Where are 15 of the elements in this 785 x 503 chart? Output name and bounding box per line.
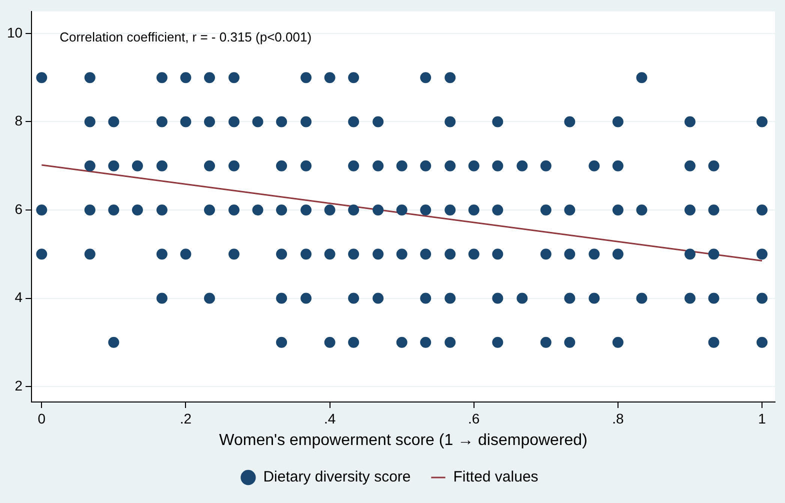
legend-label: Fitted values	[453, 468, 538, 486]
y-tick-label: 10	[6, 24, 23, 40]
y-tick-label: 8	[14, 112, 23, 129]
x-tick-label: .6	[468, 410, 480, 426]
y-tick-label: 4	[14, 289, 23, 306]
y-tick-label: 6	[14, 200, 23, 217]
x-tick-label: .4	[324, 410, 336, 426]
x-tick-label: 1	[758, 410, 766, 426]
annotation: Correlation coefficient, r = - 0.315 (p<0.001)	[60, 29, 312, 44]
x-tick-label: 0	[38, 410, 46, 426]
y-tick-label: 2	[14, 377, 23, 394]
x-axis-title: Women's empowerment score (1 → disempowered)	[219, 432, 588, 449]
legend-label: Dietary diversity score	[263, 468, 411, 486]
x-tick-label: .2	[180, 410, 192, 426]
x-tick-label: .8	[612, 410, 624, 426]
